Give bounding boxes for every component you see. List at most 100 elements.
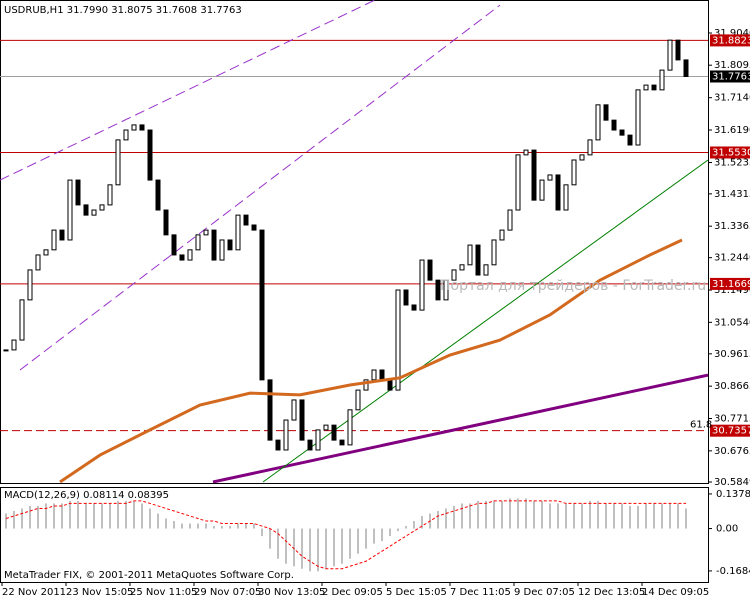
x-tick-label: 5 Dec 15:05 — [386, 587, 447, 598]
x-tick-label: 30 Nov 13:05 — [258, 587, 325, 598]
y-tick-label: 31.5235 — [714, 158, 750, 169]
candle — [35, 254, 41, 271]
macd-bar — [253, 523, 255, 529]
candle — [571, 159, 577, 186]
fibo-label: 61.8 — [690, 420, 712, 431]
candle — [43, 249, 49, 256]
y-tick-label: 31.4315 — [714, 189, 750, 200]
macd-bar — [325, 528, 327, 569]
x-tick-label: 29 Nov 07:05 — [194, 587, 261, 598]
candle — [11, 339, 17, 351]
candle — [75, 179, 81, 206]
candle — [107, 184, 113, 206]
x-tick-label: 12 Dec 13:05 — [578, 587, 645, 598]
y-tick-label: 30.9615 — [714, 349, 750, 360]
macd-bar — [517, 498, 519, 529]
candle — [659, 69, 665, 91]
candle — [83, 204, 89, 216]
trend-line — [262, 159, 708, 483]
candle — [115, 139, 121, 186]
candle — [99, 204, 105, 211]
trend-line — [212, 373, 708, 483]
macd-bar — [125, 500, 127, 529]
macd-bar — [565, 503, 567, 529]
macd-bar — [621, 503, 623, 529]
macd-bar — [453, 505, 455, 529]
macd-bar — [37, 505, 39, 529]
macd-bar — [421, 516, 423, 529]
macd-bar — [133, 500, 135, 529]
candle — [603, 104, 609, 121]
candle — [355, 389, 361, 411]
candle — [451, 269, 457, 281]
macd-bar — [637, 505, 639, 529]
macd-bar — [5, 513, 7, 529]
macd-bar — [677, 503, 679, 529]
macd-bar — [197, 523, 199, 529]
macd-bar — [413, 521, 415, 529]
y-tick-label: 30.5849 — [714, 477, 750, 488]
candle — [51, 229, 57, 251]
candle — [227, 239, 233, 251]
x-tick-label: 2 Dec 09:05 — [322, 587, 383, 598]
macd-tick-label: -0.16849 — [716, 566, 750, 577]
macd-bar — [597, 500, 599, 529]
level-label: 31.5530 — [712, 147, 750, 158]
x-tick-label: 22 Nov 2011 — [2, 587, 66, 598]
level-box — [710, 146, 750, 159]
macd-bar — [117, 500, 119, 529]
candle — [219, 239, 225, 261]
x-tick-label: 9 Dec 07:05 — [514, 587, 575, 598]
candle — [3, 349, 9, 352]
candle — [427, 259, 433, 281]
macd-bar — [525, 498, 527, 529]
candle — [19, 299, 25, 341]
candle — [291, 399, 297, 421]
candle — [315, 429, 321, 451]
macd-bar — [29, 505, 31, 529]
macd-bar — [485, 500, 487, 529]
candle — [267, 379, 273, 441]
moving-average — [59, 238, 683, 483]
macd-bar — [669, 503, 671, 529]
y-tick-label: 30.8665 — [714, 381, 750, 392]
macd-bar — [293, 528, 295, 567]
candle — [651, 84, 657, 91]
candle — [619, 129, 625, 136]
candle — [539, 179, 545, 201]
macd-bar — [541, 500, 543, 529]
macd-bar — [205, 523, 207, 529]
macd-tick-label: 0.1378 — [716, 489, 750, 500]
candle — [483, 264, 489, 276]
macd-bar — [509, 498, 511, 529]
macd-bar — [109, 503, 111, 529]
macd-bar — [493, 500, 495, 529]
candle — [299, 399, 305, 441]
trend-line — [0, 0, 376, 181]
macd-bar — [397, 528, 399, 532]
macd-bar — [77, 500, 79, 529]
macd-bar — [285, 528, 287, 564]
candle — [131, 124, 137, 131]
candle — [515, 154, 521, 211]
level-label: 31.7763 — [712, 71, 750, 82]
candle — [243, 214, 249, 226]
candle — [195, 234, 201, 251]
level-label: 31.1669 — [712, 279, 750, 290]
candle — [259, 229, 265, 381]
macd-bar — [317, 528, 319, 572]
macd-bar — [469, 503, 471, 529]
level-box — [710, 70, 750, 83]
macd-bar — [365, 528, 367, 549]
candle — [163, 209, 169, 236]
candle — [235, 214, 241, 251]
macd-bar — [141, 503, 143, 529]
level-label: 30.7357 — [712, 426, 750, 437]
candle — [411, 304, 417, 311]
candle — [27, 269, 33, 301]
candle — [523, 149, 529, 156]
candle — [379, 369, 385, 381]
candle — [563, 184, 569, 211]
y-tick-label: 31.3365 — [714, 221, 750, 232]
macd-bar — [629, 505, 631, 529]
